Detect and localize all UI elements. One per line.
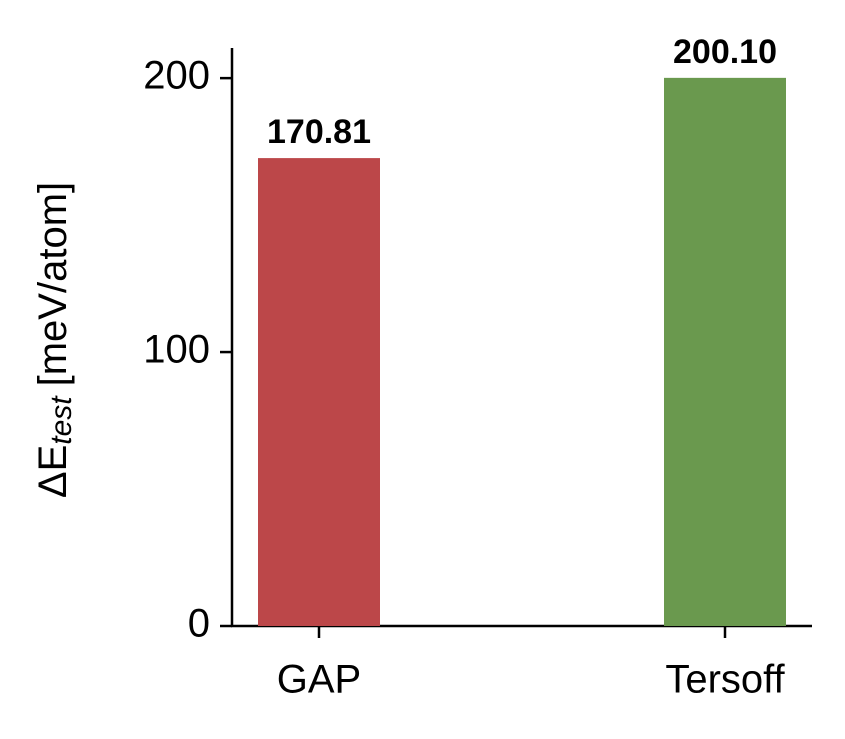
value-label: 170.81: [267, 113, 371, 151]
bar: [664, 77, 786, 626]
bar: [258, 158, 380, 626]
y-tick-label: 0: [188, 602, 210, 646]
y-tick-label: 200: [143, 54, 210, 98]
x-tick-label: GAP: [277, 658, 361, 702]
y-label-main: ΔE: [31, 445, 75, 498]
y-axis-label: ΔEtest [meV/atom]: [31, 182, 78, 498]
y-tick-label: 100: [143, 328, 210, 372]
x-tick-label: Tersoff: [665, 658, 785, 702]
value-label: 200.10: [673, 33, 777, 71]
y-label-unit: [meV/atom]: [31, 182, 75, 387]
y-label-sub: test: [45, 395, 78, 445]
